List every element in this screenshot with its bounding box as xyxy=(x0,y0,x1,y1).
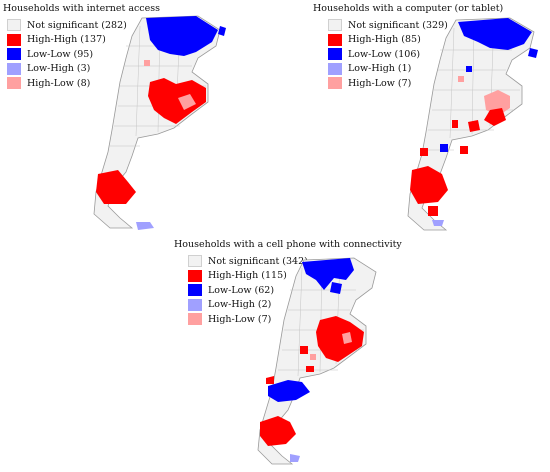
region-high-high xyxy=(306,366,314,372)
region-high-high xyxy=(410,166,448,204)
panel-title: Households with a computer (or tablet) xyxy=(313,3,504,14)
region-high-high xyxy=(96,170,136,204)
legend-item: High-Low (7) xyxy=(188,312,308,327)
legend-label: High-High (115) xyxy=(208,270,287,282)
legend-label: High-Low (7) xyxy=(208,313,272,325)
region-high-high xyxy=(460,146,468,154)
legend-label: High-High (137) xyxy=(27,34,106,46)
region-high-low xyxy=(458,76,464,82)
region-low-low xyxy=(218,26,226,36)
argentina-map-computer xyxy=(407,17,538,231)
legend-swatch xyxy=(328,77,342,90)
legend-item: Not significant (282) xyxy=(7,18,127,33)
legend-label: Not significant (329) xyxy=(348,19,448,31)
legend-swatch xyxy=(328,62,342,75)
legend-swatch xyxy=(7,19,21,32)
legend-item: High-Low (7) xyxy=(328,76,448,91)
legend-label: Low-High (3) xyxy=(27,63,91,75)
legend-item: Low-Low (62) xyxy=(188,283,308,298)
region-high-high xyxy=(484,108,506,126)
legend-swatch xyxy=(188,255,202,268)
legend-label: Low-Low (106) xyxy=(348,48,421,60)
legend: Not significant (329) High-High (85) Low… xyxy=(328,18,448,91)
legend-swatch xyxy=(7,33,21,46)
legend-item: Low-High (1) xyxy=(328,62,448,77)
region-high-high xyxy=(260,416,296,446)
region-low-low xyxy=(528,48,538,58)
region-high-low xyxy=(144,60,150,66)
legend-item: High-High (137) xyxy=(7,33,127,48)
legend-label: High-High (85) xyxy=(348,34,421,46)
legend-item: Low-Low (106) xyxy=(328,47,448,62)
region-high-high xyxy=(468,120,480,132)
argentina-map-cellphone xyxy=(257,257,377,465)
legend-label: Not significant (342) xyxy=(208,255,308,267)
legend-item: High-Low (8) xyxy=(7,76,127,91)
legend-swatch xyxy=(188,284,202,297)
legend-swatch xyxy=(7,77,21,90)
region-high-high xyxy=(428,206,438,216)
legend-item: Low-Low (95) xyxy=(7,47,127,62)
legend: Not significant (282) High-High (137) Lo… xyxy=(7,18,127,91)
region-high-high xyxy=(148,78,206,124)
region-low-low xyxy=(302,258,354,290)
region-low-high xyxy=(432,220,444,226)
region-high-high xyxy=(452,120,458,128)
argentina-map-internet xyxy=(93,15,226,230)
legend-swatch xyxy=(328,48,342,61)
legend-item: High-High (115) xyxy=(188,269,308,284)
legend-label: Low-High (2) xyxy=(208,299,272,311)
panel-title: Households with internet access xyxy=(3,3,160,14)
legend-label: High-Low (8) xyxy=(27,77,91,89)
legend-swatch xyxy=(328,33,342,46)
region-low-low xyxy=(268,380,310,402)
region-low-high xyxy=(290,454,300,462)
legend-item: High-High (85) xyxy=(328,33,448,48)
legend-label: High-Low (7) xyxy=(348,77,412,89)
legend-swatch xyxy=(188,298,202,311)
legend-label: Low-Low (95) xyxy=(27,48,94,60)
region-high-low xyxy=(310,354,316,360)
legend-swatch xyxy=(328,19,342,32)
legend-item: Low-High (2) xyxy=(188,298,308,313)
legend-swatch xyxy=(188,269,202,282)
legend: Not significant (342) High-High (115) Lo… xyxy=(188,254,308,327)
region-high-high xyxy=(316,316,364,362)
legend-item: Not significant (329) xyxy=(328,18,448,33)
region-high-high xyxy=(266,376,274,384)
region-high-low xyxy=(178,94,196,110)
panel-title: Households with a cell phone with connec… xyxy=(174,239,402,250)
region-low-low xyxy=(458,18,532,50)
legend-swatch xyxy=(188,313,202,326)
legend-swatch xyxy=(7,48,21,61)
region-low-low xyxy=(330,282,342,294)
region-low-low xyxy=(440,144,448,152)
region-low-low xyxy=(146,16,218,56)
legend-label: Not significant (282) xyxy=(27,19,127,31)
region-low-low xyxy=(466,66,472,72)
legend-label: Low-Low (62) xyxy=(208,284,275,296)
legend-item: Not significant (342) xyxy=(188,254,308,269)
region-low-high xyxy=(136,222,154,230)
region-high-high xyxy=(300,346,308,354)
legend-label: Low-High (1) xyxy=(348,63,412,75)
region-high-low xyxy=(342,332,352,344)
legend-item: Low-High (3) xyxy=(7,62,127,77)
region-high-high xyxy=(420,148,428,156)
legend-swatch xyxy=(7,62,21,75)
region-high-low xyxy=(484,90,510,116)
